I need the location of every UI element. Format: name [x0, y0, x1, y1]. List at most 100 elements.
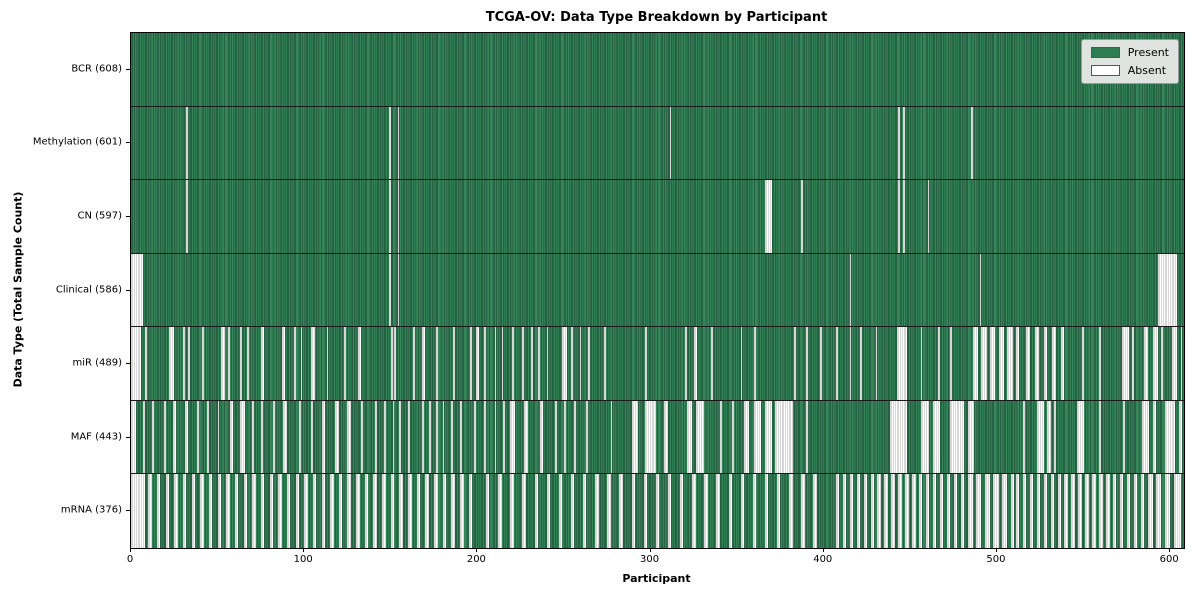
absent-stripe [394, 327, 396, 400]
absent-stripe [186, 180, 189, 253]
absent-stripe [607, 474, 611, 548]
legend-label-present: Present [1127, 46, 1169, 59]
absent-stripe [546, 327, 549, 400]
absent-stripe [932, 400, 940, 474]
absent-stripe [169, 327, 175, 400]
absent-stripe [361, 400, 364, 474]
x-tick-mark [1169, 548, 1171, 552]
absent-stripe [1076, 400, 1084, 474]
absent-stripe [1092, 474, 1096, 548]
heatmap-row-mRNA [131, 474, 1184, 548]
absent-stripe [664, 400, 668, 474]
absent-stripe [416, 474, 421, 548]
absent-stripe [1140, 474, 1145, 548]
legend-item-present: Present [1090, 46, 1169, 59]
absent-stripe [891, 474, 895, 548]
absent-stripe [131, 253, 144, 327]
absent-stripe [981, 327, 987, 400]
heatmap-row-BCR [131, 33, 1184, 107]
absent-stripe [925, 474, 930, 548]
absent-stripe [863, 474, 868, 548]
absent-stripe [484, 400, 487, 474]
absent-stripe [428, 400, 431, 474]
absent-stripe [1047, 400, 1051, 474]
y-tick-label-MAF: MAF (443) [70, 431, 122, 443]
absent-stripe [1161, 327, 1164, 400]
absent-stripe [669, 106, 672, 180]
absent-stripe [667, 474, 672, 548]
absent-stripe [993, 474, 999, 548]
absent-stripe [300, 327, 303, 400]
absent-stripe [217, 474, 222, 548]
absent-stripe [631, 400, 639, 474]
absent-stripe [397, 106, 400, 180]
absent-stripe [347, 400, 351, 474]
absent-stripe [539, 400, 544, 474]
absent-stripe [338, 474, 343, 548]
absent-stripe [522, 327, 525, 400]
absent-stripe [311, 327, 315, 400]
absent-stripe [473, 400, 476, 474]
absent-stripe [583, 474, 587, 548]
absent-stripe [373, 474, 377, 548]
absent-stripe [364, 474, 369, 548]
absent-stripe [1158, 253, 1178, 327]
absent-stripe [1178, 400, 1183, 474]
absent-stripe [849, 474, 854, 548]
absent-stripe [1144, 327, 1148, 400]
absent-stripe [693, 327, 698, 400]
absent-stripe [820, 327, 823, 400]
absent-stripe [1121, 327, 1129, 400]
absent-stripe [1173, 474, 1181, 548]
y-tick-mark [126, 215, 130, 217]
absent-stripe [1061, 327, 1065, 400]
absent-stripe [347, 474, 351, 548]
absent-stripe [293, 327, 296, 400]
absent-stripe [610, 400, 613, 474]
y-tick-mark [126, 289, 130, 291]
absent-stripe [1054, 400, 1056, 474]
y-tick-mark [126, 142, 130, 144]
absent-stripe [311, 400, 313, 474]
absent-stripe [920, 327, 923, 400]
absent-stripe [191, 474, 196, 548]
absent-stripe [1035, 327, 1039, 400]
absent-stripe [1064, 474, 1068, 548]
absent-stripe [1147, 474, 1153, 548]
absent-stripe [252, 474, 256, 548]
absent-stripe [131, 327, 142, 400]
heatmap-row-MAF [131, 400, 1184, 475]
absent-stripe [399, 400, 402, 474]
absent-stripe [434, 474, 438, 548]
absent-stripe [1142, 400, 1150, 474]
absent-stripe [283, 400, 287, 474]
absent-stripe [501, 327, 504, 400]
absent-stripe [1126, 474, 1131, 548]
absent-stripe [777, 474, 781, 548]
absent-stripe [182, 327, 185, 400]
absent-stripe [298, 400, 301, 474]
absent-stripe [260, 327, 265, 400]
absent-stripe [163, 400, 166, 474]
absent-stripe [744, 400, 750, 474]
absent-stripe [165, 474, 170, 548]
absent-stripe [1052, 327, 1056, 400]
absent-stripe [1022, 474, 1027, 548]
absent-stripe [1029, 474, 1034, 548]
absent-stripe [1026, 327, 1030, 400]
absent-stripe [1152, 327, 1158, 400]
absent-stripe [460, 400, 462, 474]
absent-stripe [208, 474, 213, 548]
absent-stripe [835, 474, 840, 548]
absent-stripe [1171, 327, 1178, 400]
absent-stripe [1036, 400, 1044, 474]
absent-stripe [643, 474, 648, 548]
legend-label-absent: Absent [1127, 64, 1167, 77]
absent-stripe [321, 474, 325, 548]
absent-stripe [243, 474, 248, 548]
absent-stripe [1022, 400, 1025, 474]
absent-stripe [849, 327, 852, 400]
absent-stripe [950, 400, 965, 474]
legend: Present Absent [1080, 39, 1179, 84]
